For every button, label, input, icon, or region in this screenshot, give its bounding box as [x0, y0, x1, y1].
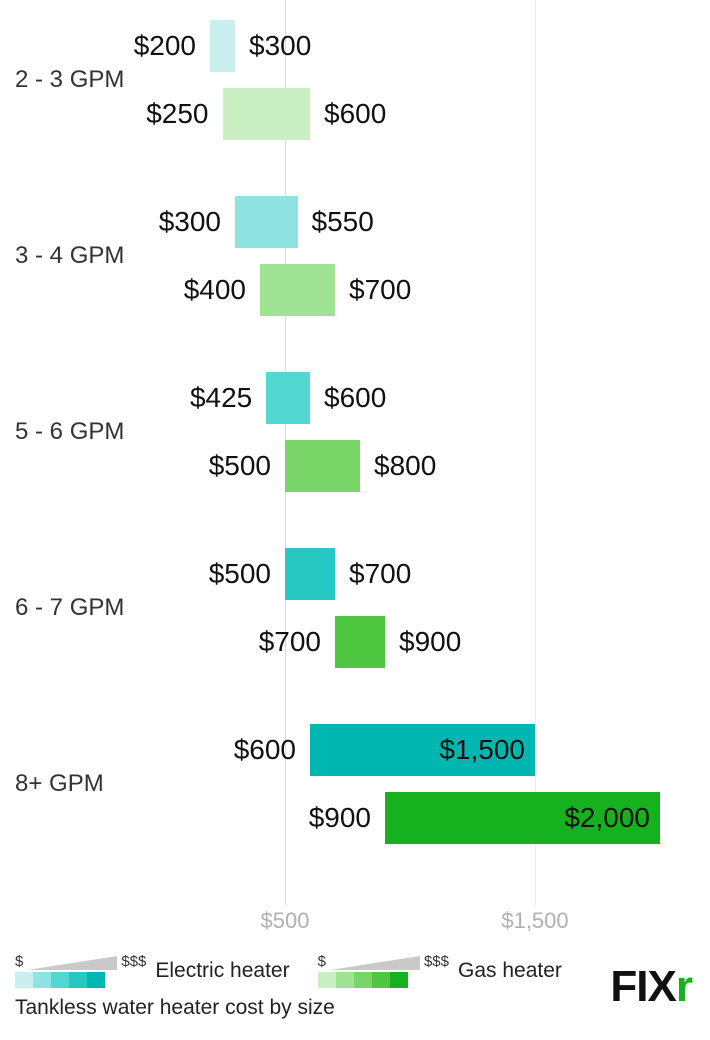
- legend-item: $$$$Electric heater: [15, 953, 290, 988]
- legend-item: $$$$Gas heater: [318, 953, 562, 988]
- logo-text-b: r: [676, 962, 692, 1012]
- bar-row: $250 $600: [0, 88, 710, 140]
- axis-tick-label: $500: [261, 908, 310, 934]
- bar-high-value: $700: [349, 558, 411, 590]
- bar-row: $500 $800: [0, 440, 710, 492]
- bar-low-value: $500: [209, 558, 271, 590]
- legend-swatches: [318, 972, 408, 988]
- electric-bar: [235, 196, 298, 248]
- bar-row: $300 $550: [0, 196, 710, 248]
- chart-title: Tankless water heater cost by size: [15, 996, 695, 1020]
- gas-bar: [335, 616, 385, 668]
- legend-high-symbol: $$$: [121, 953, 146, 970]
- bar-low-value: $400: [184, 274, 246, 306]
- bar-row: $400 $700: [0, 264, 710, 316]
- bar-row: $425 $600: [0, 372, 710, 424]
- legend-series-label: Gas heater: [458, 959, 562, 983]
- electric-bar: [266, 372, 310, 424]
- axis-tick-label: $1,500: [501, 908, 568, 934]
- bar-high-value: $550: [312, 206, 374, 238]
- bar-row: $500 $700: [0, 548, 710, 600]
- legend-series-row: $$$$Electric heater$$$$Gas heater: [15, 953, 695, 988]
- bar-low-value: $250: [146, 98, 208, 130]
- legend-gradient-col: $$$$: [15, 953, 146, 988]
- gas-bar: [260, 264, 335, 316]
- legend: $$$$Electric heater$$$$Gas heater Tankle…: [15, 953, 695, 1020]
- bar-high-value: $600: [324, 98, 386, 130]
- bar-high-value: $1,500: [439, 734, 525, 766]
- legend-swatches: [15, 972, 105, 988]
- logo-text-a: FIX: [610, 962, 675, 1011]
- bar-high-value: $800: [374, 450, 436, 482]
- legend-series-label: Electric heater: [155, 959, 289, 983]
- bar-high-value: $900: [399, 626, 461, 658]
- bar-high-value: $700: [349, 274, 411, 306]
- bar-high-value: $2,000: [564, 802, 650, 834]
- bar-high-value: $300: [249, 30, 311, 62]
- legend-high-symbol: $$$: [424, 953, 449, 970]
- bar-low-value: $300: [159, 206, 221, 238]
- chart-area: $500$1,5002 - 3 GPM$200$300$250$6003 - 4…: [0, 0, 710, 920]
- legend-low-symbol: $: [15, 953, 23, 970]
- bar-low-value: $900: [309, 802, 371, 834]
- bar-low-value: $200: [134, 30, 196, 62]
- gas-bar: [223, 88, 311, 140]
- bar-low-value: $600: [234, 734, 296, 766]
- gas-bar: [285, 440, 360, 492]
- fixr-logo: FIXr: [610, 962, 692, 1012]
- category-group: 5 - 6 GPM$425$600$500$800: [0, 372, 710, 492]
- bar-low-value: $700: [259, 626, 321, 658]
- bar-row: $600 $1,500: [0, 724, 710, 776]
- legend-low-symbol: $: [318, 953, 326, 970]
- bar-row: $900 $2,000: [0, 792, 710, 844]
- legend-wedge-icon: [330, 956, 420, 970]
- electric-bar: [210, 20, 235, 72]
- category-group: 8+ GPM$600$1,500$900$2,000: [0, 724, 710, 844]
- category-group: 2 - 3 GPM$200$300$250$600: [0, 20, 710, 140]
- bar-low-value: $425: [190, 382, 252, 414]
- bar-row: $700 $900: [0, 616, 710, 668]
- bar-low-value: $500: [209, 450, 271, 482]
- category-group: 6 - 7 GPM$500$700$700$900: [0, 548, 710, 668]
- electric-bar: [285, 548, 335, 600]
- bar-row: $200 $300: [0, 20, 710, 72]
- legend-gradient-col: $$$$: [318, 953, 449, 988]
- bar-high-value: $600: [324, 382, 386, 414]
- category-group: 3 - 4 GPM$300$550$400$700: [0, 196, 710, 316]
- legend-wedge-icon: [27, 956, 117, 970]
